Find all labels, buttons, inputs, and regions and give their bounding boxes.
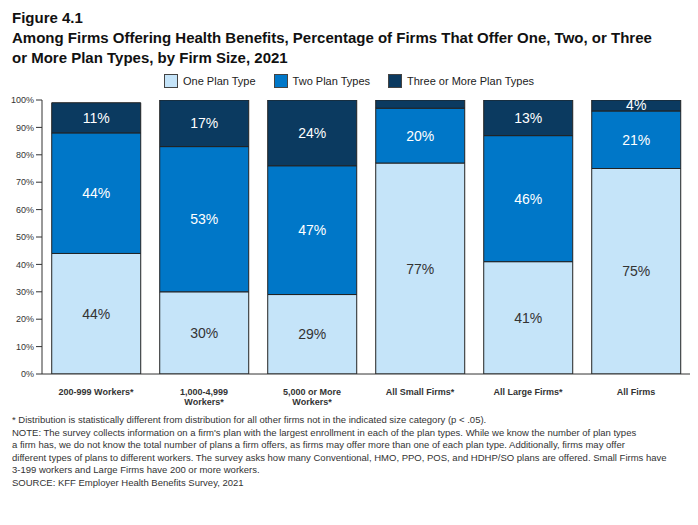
- svg-text:1,000-4,999Workers*: 1,000-4,999Workers*: [180, 387, 228, 407]
- svg-text:5,000 or MoreWorkers*: 5,000 or MoreWorkers*: [283, 387, 341, 407]
- svg-text:13%: 13%: [514, 110, 542, 126]
- svg-text:24%: 24%: [298, 125, 326, 141]
- svg-text:30%: 30%: [190, 325, 218, 341]
- svg-text:44%: 44%: [82, 185, 110, 201]
- svg-text:41%: 41%: [514, 310, 542, 326]
- svg-text:44%: 44%: [82, 306, 110, 322]
- html-text:Two Plan Types: Two Plan Types: [292, 75, 370, 87]
- svg-text:All Large Firms*: All Large Firms*: [493, 387, 563, 397]
- svg-text:40%: 40%: [16, 260, 34, 270]
- svg-text:All Firms: All Firms: [617, 387, 656, 397]
- svg-text:29%: 29%: [298, 326, 326, 342]
- svg-text:90%: 90%: [16, 123, 34, 133]
- html-text:Figure 4.1: Figure 4.1: [12, 9, 83, 26]
- html-text:3-199 workers and Large Firms: 3-199 workers and Large Firms have 200 o…: [12, 464, 260, 475]
- svg-text:47%: 47%: [298, 222, 326, 238]
- svg-text:80%: 80%: [16, 150, 34, 160]
- svg-text:11%: 11%: [83, 110, 110, 126]
- html-text:Among Firms Offering Health Be: Among Firms Offering Health Benefits, Pe…: [12, 29, 652, 66]
- svg-text:30%: 30%: [16, 287, 34, 297]
- html-text:One Plan Type: One Plan Type: [183, 75, 256, 87]
- svg-text:100%: 100%: [11, 95, 34, 105]
- html-text:NOTE: The survey collects info: NOTE: The survey collects information on…: [12, 426, 637, 438]
- svg-text:200-999 Workers*: 200-999 Workers*: [59, 387, 134, 397]
- svg-text:All Small Firms*: All Small Firms*: [386, 387, 455, 397]
- svg-text:60%: 60%: [16, 205, 34, 215]
- svg-text:21%: 21%: [622, 132, 650, 148]
- html-text:a firm has, we do not know the: a firm has, we do not know the total num…: [12, 439, 625, 450]
- svg-text:20%: 20%: [16, 314, 34, 324]
- svg-text:0%: 0%: [21, 369, 34, 379]
- html-text:SOURCE: KFF Employer Health Be: SOURCE: KFF Employer Health Benefits Sur…: [12, 476, 244, 488]
- html-text:different types of plans to di: different types of plans to different wo…: [12, 451, 667, 463]
- svg-text:77%: 77%: [406, 261, 434, 277]
- svg-text:10%: 10%: [16, 342, 34, 352]
- svg-text:50%: 50%: [16, 232, 34, 242]
- svg-text:4%: 4%: [626, 97, 646, 113]
- svg-text:53%: 53%: [190, 211, 218, 227]
- svg-text:46%: 46%: [514, 191, 542, 207]
- svg-text:17%: 17%: [190, 115, 218, 131]
- svg-text:20%: 20%: [406, 128, 434, 144]
- svg-text:75%: 75%: [622, 263, 650, 279]
- html-text:* Distribution is statisticall: * Distribution is statistically differen…: [12, 414, 487, 425]
- svg-text:70%: 70%: [16, 177, 34, 187]
- html-text:Three or More Plan Types: Three or More Plan Types: [407, 75, 534, 87]
